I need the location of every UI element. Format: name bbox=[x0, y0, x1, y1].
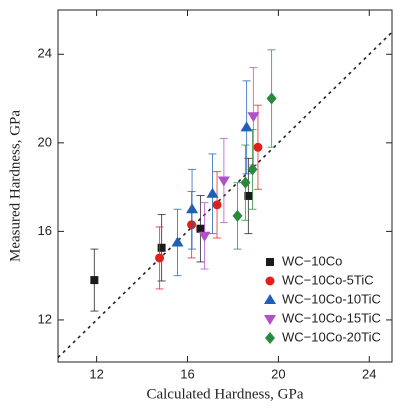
point bbox=[196, 224, 205, 233]
point bbox=[206, 187, 219, 198]
point bbox=[240, 121, 253, 132]
x-tick-label: 20 bbox=[271, 366, 285, 381]
point bbox=[247, 163, 258, 176]
plot-frame bbox=[57, 9, 393, 363]
point bbox=[240, 176, 251, 189]
x-axis-label: Calculated Hardness, GPa bbox=[146, 386, 303, 402]
point bbox=[253, 142, 263, 152]
point bbox=[217, 176, 230, 187]
legend-label: WC−10Co-10TiC bbox=[282, 291, 381, 306]
point bbox=[232, 209, 243, 222]
legend-marker bbox=[264, 315, 276, 325]
y-tick-label: 12 bbox=[38, 311, 52, 326]
legend-label: WC−10Co bbox=[282, 253, 342, 268]
point bbox=[155, 253, 165, 263]
legend-label: WC−10Co-5TiC bbox=[282, 272, 374, 287]
x-tick-label: 16 bbox=[180, 366, 194, 381]
point bbox=[198, 231, 211, 242]
point bbox=[186, 203, 199, 214]
legend-marker bbox=[265, 332, 275, 344]
legend-marker bbox=[264, 294, 276, 304]
legend-label: WC−10Co-20TiC bbox=[282, 329, 381, 344]
point bbox=[90, 276, 99, 285]
point bbox=[247, 112, 260, 123]
y-tick-label: 20 bbox=[38, 134, 52, 149]
y-tick-label: 24 bbox=[38, 46, 52, 61]
legend-marker bbox=[265, 276, 275, 286]
y-axis-label: Measured Hardness, GPa bbox=[7, 110, 23, 262]
point bbox=[266, 92, 277, 105]
diagonal-line bbox=[57, 31, 393, 359]
point bbox=[157, 243, 166, 252]
x-tick-label: 12 bbox=[89, 366, 103, 381]
x-tick-label: 24 bbox=[362, 366, 376, 381]
y-tick-label: 16 bbox=[38, 223, 52, 238]
legend-label: WC−10Co-15TiC bbox=[282, 310, 381, 325]
legend-marker bbox=[266, 258, 274, 266]
point bbox=[171, 236, 184, 247]
point bbox=[244, 191, 253, 200]
point bbox=[212, 200, 222, 210]
